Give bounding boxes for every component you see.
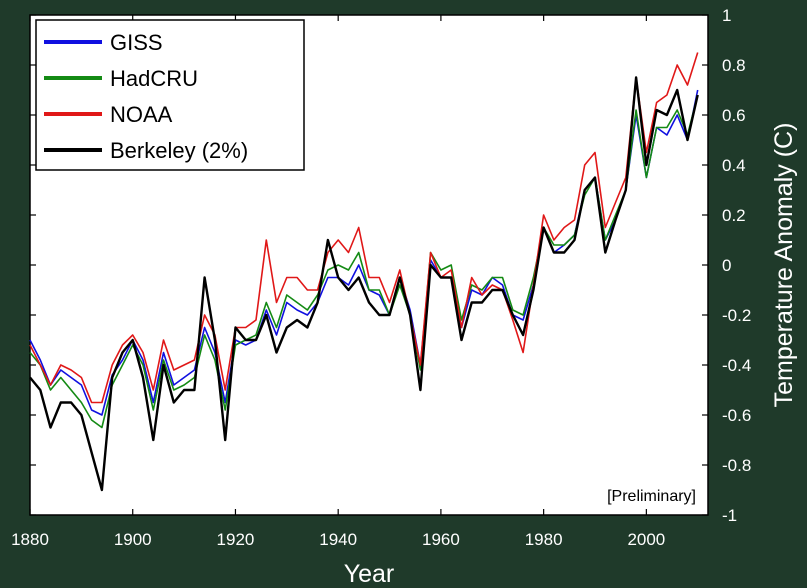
y-tick-label: -0.8 [722,456,751,475]
legend: GISS HadCRU NOAA Berkeley (2%) [35,19,305,171]
x-tick-label: 1960 [422,530,460,549]
x-tick-label: 1940 [319,530,357,549]
preliminary-annotation: [Preliminary] [607,488,696,505]
legend-label: GISS [110,30,163,55]
y-tick-label: 0.4 [722,156,746,175]
series-line-berkeley-2 [29,76,699,492]
y-tick-label: -0.2 [722,306,751,325]
x-axis-title: Year [344,560,395,588]
x-tick-label: 1880 [11,530,49,549]
y-tick-label: 0.6 [722,106,746,125]
legend-label: NOAA [110,102,173,127]
x-tick-label: 1980 [525,530,563,549]
x-tick-label: 1900 [114,530,152,549]
series-line-noaa [29,52,699,404]
y-tick-label: -0.6 [722,406,751,425]
y-tick-label: 0 [722,256,731,275]
y-tick-label: 0.2 [722,206,746,225]
x-axis: 1880 1900 1920 1940 1960 1980 2000 [11,15,665,549]
x-tick-label: 1920 [217,530,255,549]
y-axis-title: Temperature Anomaly (C) [770,123,798,408]
y-tick-label: -0.4 [722,356,751,375]
y-tick-label: 0.8 [722,56,746,75]
y-axis: -1 -0.8 -0.6 -0.4 -0.2 0 0.2 0.4 0.6 0.8 1 [30,6,751,525]
x-tick-label: 2000 [627,530,665,549]
legend-box [35,19,305,171]
y-tick-label: 1 [722,6,731,25]
series-line-hadcru [29,94,699,429]
y-tick-label: -1 [722,506,737,525]
series-layer [29,52,699,492]
legend-label: HadCRU [110,66,198,91]
legend-label: Berkeley (2%) [110,138,248,163]
